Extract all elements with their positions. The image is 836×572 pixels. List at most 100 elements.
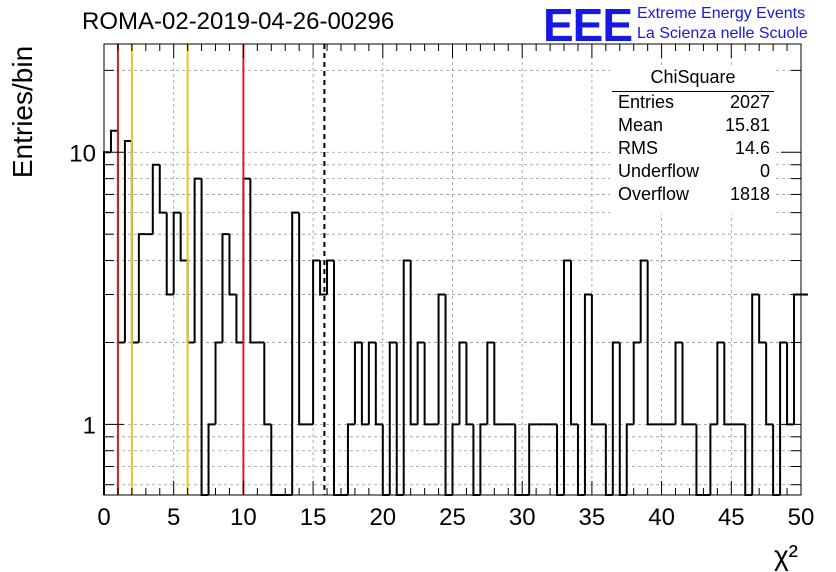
- histogram-bin: [625, 423, 634, 495]
- histogram-bin: [569, 260, 578, 426]
- histogram-bin: [583, 293, 592, 495]
- histogram-bin: [402, 259, 411, 495]
- histogram-bin: [395, 342, 404, 496]
- histogram-bin: [639, 259, 648, 343]
- histogram-bin: [618, 342, 627, 496]
- stats-value: 15.81: [724, 115, 770, 135]
- histogram-bin: [137, 233, 146, 343]
- histogram-bin: [793, 293, 801, 425]
- x-tick-label: 0: [97, 504, 110, 531]
- histogram-bin: [193, 177, 202, 343]
- histogram-bin: [486, 341, 495, 425]
- stats-key: Overflow: [618, 184, 690, 204]
- stats-key: RMS: [618, 138, 658, 158]
- histogram-bin: [758, 294, 767, 344]
- stats-value: 1818: [729, 184, 770, 204]
- histogram-bin: [388, 341, 397, 495]
- stats-key: Entries: [618, 92, 675, 112]
- x-tick-label: 10: [230, 504, 257, 531]
- histogram-bin: [416, 341, 425, 425]
- histogram-bin: [465, 342, 474, 426]
- stats-row-rms: RMS 14.6: [618, 138, 770, 160]
- histogram-bin: [493, 342, 502, 426]
- histogram-bin: [291, 211, 300, 495]
- histogram-bin: [200, 178, 209, 496]
- histogram-bin: [333, 260, 341, 496]
- stats-row-overflow: Overflow 1818: [618, 184, 770, 206]
- histogram-bin: [674, 341, 683, 425]
- chart-title: ROMA-02-2019-04-26-00296: [82, 8, 395, 35]
- eee-logo: EEE: [543, 0, 633, 51]
- histogram-bin: [723, 342, 732, 426]
- axis-ticks: 0 5 10 15 20 25 30 35 40 45 50 1 10: [69, 44, 814, 531]
- histogram-bin: [123, 140, 132, 343]
- histogram-bin: [130, 141, 139, 344]
- y-tick-label: 1: [83, 412, 96, 439]
- histogram-bin: [158, 164, 167, 214]
- histogram-bin: [116, 130, 125, 344]
- logo-tagline-2: La Scienza nelle Scuole: [637, 25, 808, 42]
- histogram-bin: [444, 294, 453, 496]
- histogram-bin: [221, 233, 230, 343]
- histogram-bin: [590, 294, 599, 426]
- histogram-bin: [786, 342, 795, 426]
- histogram-bin: [235, 294, 244, 344]
- histogram-bin: [479, 423, 488, 495]
- histogram-bin: [151, 163, 160, 235]
- histogram-bin: [109, 129, 118, 153]
- histogram-bin: [360, 342, 369, 426]
- histogram-bin: [312, 259, 321, 425]
- histogram-bin: [779, 341, 788, 495]
- stats-key: Underflow: [618, 161, 700, 181]
- histogram-bin: [165, 212, 174, 296]
- histogram-bin: [563, 259, 571, 495]
- logo-tagline-1: Extreme Energy Events: [637, 5, 806, 22]
- stats-row-mean: Mean 15.81: [618, 115, 770, 137]
- histogram-bin: [346, 423, 355, 495]
- stats-key: Mean: [618, 115, 664, 135]
- y-axis-label: Entries/bin: [7, 46, 38, 178]
- histogram-bin: [646, 260, 655, 426]
- histogram-bin: [103, 151, 111, 495]
- x-tick-label: 45: [718, 504, 745, 531]
- histogram-bin: [367, 341, 376, 425]
- histogram-bin: [716, 341, 725, 425]
- marker-lines: [116, 44, 326, 495]
- x-tick-label: 5: [167, 504, 180, 531]
- histogram-bin: [319, 260, 328, 296]
- stats-divider: [612, 91, 774, 92]
- stats-value: 14.6: [734, 138, 770, 158]
- histogram-bin: [249, 178, 258, 344]
- x-tick-label: 40: [648, 504, 675, 531]
- x-tick-label: 50: [788, 504, 815, 531]
- histogram-bin: [765, 342, 774, 426]
- x-tick-label: 35: [579, 504, 606, 531]
- histogram-bin: [207, 423, 216, 495]
- histogram-bin: [458, 341, 467, 425]
- histogram-bin: [172, 211, 181, 295]
- stats-box: ChiSquare Entries 2027 Mean 15.81 RMS 14…: [610, 66, 776, 214]
- x-tick-label: 15: [300, 504, 327, 531]
- histogram-bin: [228, 234, 237, 296]
- histogram-bin: [409, 260, 418, 426]
- histogram-bin: [298, 212, 307, 426]
- stats-value: 2027: [729, 92, 770, 112]
- stats-row-underflow: Underflow 0: [618, 161, 770, 183]
- stats-title: ChiSquare: [650, 67, 736, 87]
- histogram-bin: [179, 212, 188, 262]
- histogram-bin: [374, 342, 383, 426]
- histogram-bin: [423, 342, 432, 426]
- histogram-bin: [353, 341, 362, 425]
- x-tick-label: 25: [439, 504, 466, 531]
- histogram-bin: [451, 423, 460, 495]
- stats-value: 0: [759, 161, 770, 181]
- histogram-bin: [751, 293, 760, 495]
- histogram-bin: [681, 342, 690, 426]
- histogram-bin: [632, 341, 641, 425]
- histogram-bin: [437, 293, 446, 425]
- x-tick-label: 20: [369, 504, 396, 531]
- histogram-bin: [214, 341, 223, 425]
- histogram-bin: [611, 341, 620, 495]
- histogram-bin: [326, 259, 335, 295]
